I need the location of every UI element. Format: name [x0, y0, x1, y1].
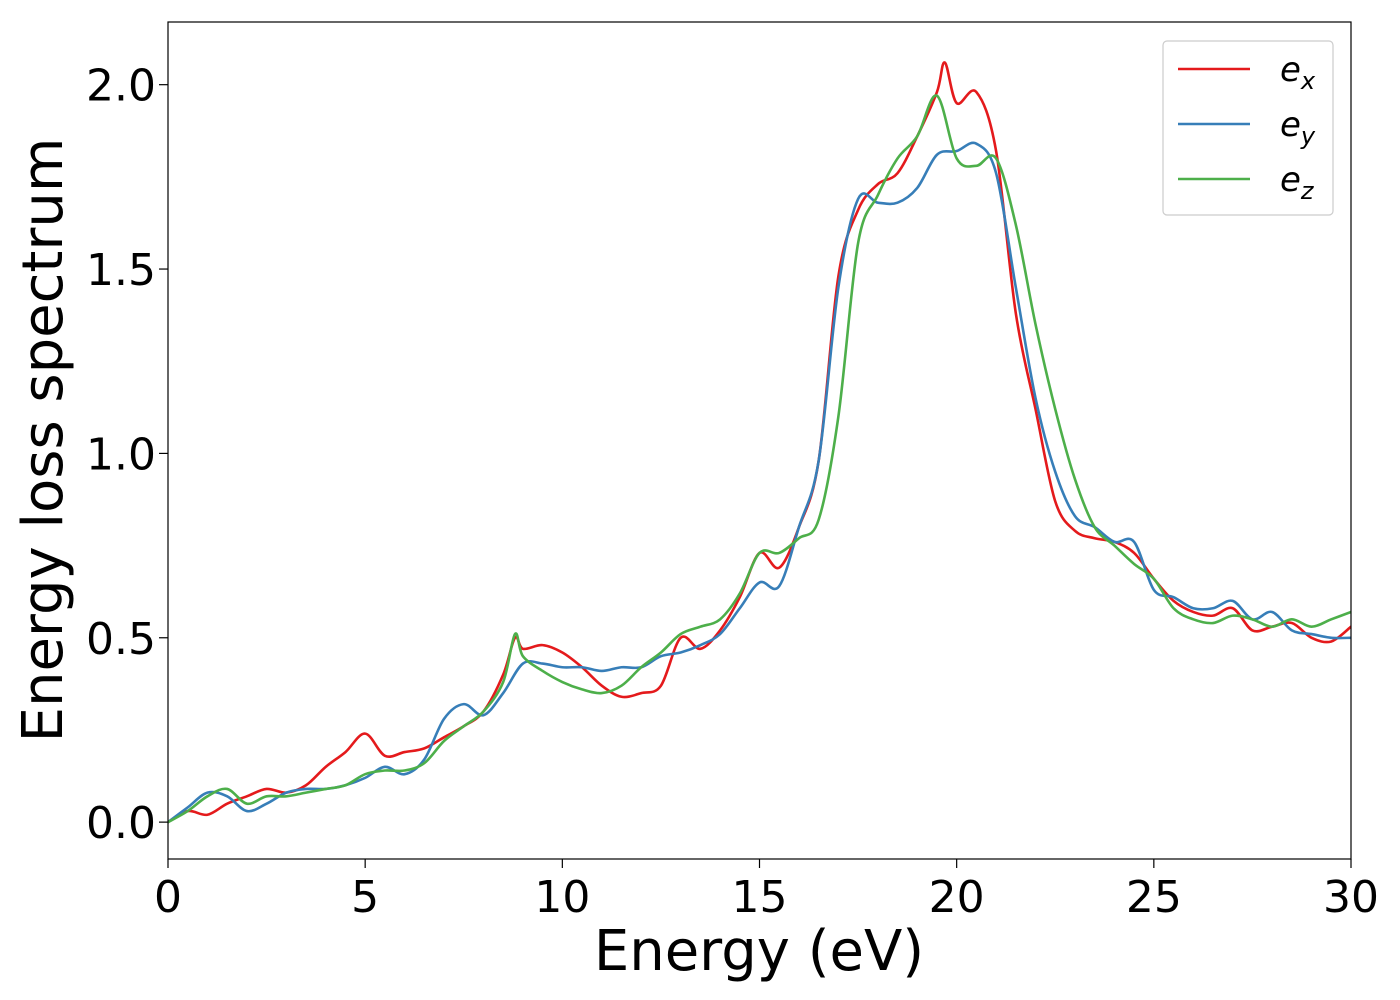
legend-item-ey: ey	[1178, 105, 1316, 150]
legend-entries: ex ey ez	[1178, 50, 1316, 205]
x-tick-label: 30	[1323, 872, 1379, 923]
legend-item-ez: ez	[1178, 160, 1315, 205]
x-tick-label: 25	[1126, 872, 1182, 923]
y-tick-label: 1.0	[86, 429, 156, 480]
x-tick-label: 20	[929, 872, 985, 923]
x-tick-label: 0	[154, 872, 182, 923]
y-tick-label: 0.5	[86, 614, 156, 665]
y-tick-label: 1.5	[86, 245, 156, 296]
x-tick-label: 15	[732, 872, 788, 923]
legend-label: ez	[1280, 160, 1315, 205]
series-line-ey	[168, 141, 1351, 824]
x-tick-label: 10	[534, 872, 590, 923]
y-tick-label: 0.0	[86, 798, 156, 849]
y-axis-ticks: 0.0 0.5 1.0 1.5 2.0	[86, 61, 168, 849]
x-axis-label: Energy (eV)	[594, 919, 924, 984]
x-axis-ticks: 0 5 10 15 20 25 30	[154, 859, 1379, 923]
series-layer	[168, 61, 1351, 824]
legend-label: ex	[1280, 50, 1316, 95]
legend-label: ey	[1280, 105, 1316, 150]
legend-frame	[1162, 40, 1334, 216]
legend-item-ex: ex	[1178, 50, 1316, 95]
y-tick-label: 2.0	[86, 61, 156, 112]
x-tick-label: 5	[351, 872, 379, 923]
series-line-ex	[168, 61, 1351, 824]
legend: ex ey ez	[1162, 40, 1334, 216]
y-axis-label: Energy loss spectrum	[11, 138, 76, 743]
series-line-ez	[168, 94, 1351, 824]
